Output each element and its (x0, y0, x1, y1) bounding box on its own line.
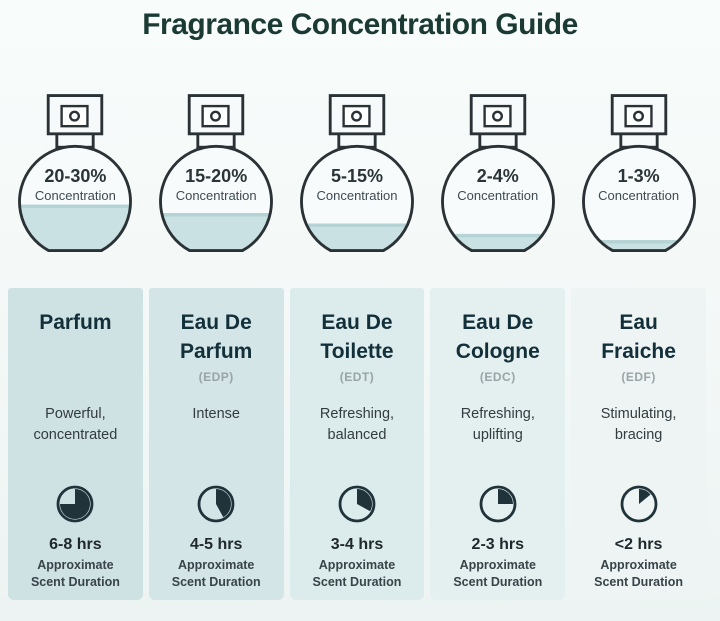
duration-hours: <2 hrs (614, 536, 663, 553)
liquid-fill (160, 213, 272, 251)
duration-hours: 4-5 hrs (189, 536, 243, 553)
header: Fragrance Concentration Guide (0, 0, 720, 50)
nozzle-icon (351, 110, 363, 122)
bottle-graphic (581, 94, 696, 252)
fragrance-abbr: (EDC) (479, 370, 516, 384)
duration-hours: 2-3 hrs (471, 536, 525, 553)
nozzle-housing (201, 104, 230, 128)
nozzle-housing (342, 104, 371, 128)
duration-clock-icon (620, 485, 657, 523)
nozzle-icon (632, 110, 644, 122)
fragrance-description: Powerful, concentrated (33, 406, 118, 443)
duration-label: Approximate Scent Duration (171, 558, 261, 589)
bottle-graphic (159, 94, 274, 252)
duration-clock-icon (197, 485, 235, 523)
duration-label: Approximate Scent Duration (594, 558, 684, 589)
bottle-outline (300, 144, 414, 252)
liquid-surface (160, 213, 272, 217)
panel-parfum: Parfum Powerful, concentrated 6-8 hrs Ap… (8, 288, 143, 600)
fragrance-name: Eau De Parfum (180, 311, 253, 363)
liquid-fill (301, 223, 413, 251)
bottle-body (583, 146, 695, 251)
fragrance-abbr: (EDP) (198, 370, 234, 384)
duration-clock-icon (56, 485, 94, 523)
nozzle-icon (210, 110, 222, 122)
liquid-surface (19, 204, 131, 208)
duration-clock-icon (338, 485, 376, 523)
nozzle-icon (69, 110, 81, 122)
duration-label: Approximate Scent Duration (312, 558, 402, 589)
liquid-surface (301, 223, 413, 227)
bottle-outline (159, 144, 274, 252)
fragrance-description: Refreshing, uplifting (460, 406, 535, 443)
perfume-bottle-1: 20-30% Concentration (8, 86, 142, 263)
bottle-graphic (18, 94, 133, 252)
fragrance-abbr: (EDT) (339, 370, 375, 384)
fragrance-name: Eau De Toilette (320, 311, 394, 363)
bottle-body (442, 146, 554, 251)
nozzle-housing (624, 104, 653, 128)
spray-cap-icon (187, 94, 245, 136)
duration-hours: 3-4 hrs (330, 536, 384, 553)
liquid-fill (19, 204, 131, 251)
fragrance-abbr: (EDF) (621, 370, 656, 384)
fragrance-name: Parfum (39, 311, 112, 334)
nozzle-housing (60, 104, 90, 128)
bottles-row: 20-30% Concentration 15-20% Concentratio… (0, 86, 720, 263)
panel-eau-de-cologne: Eau De Cologne (EDC) Refreshing, uplifti… (430, 288, 566, 600)
liquid-surface (583, 240, 695, 244)
nozzle-icon (491, 110, 503, 122)
liquid-fill (583, 240, 695, 251)
panel-eau-fraiche: Eau Fraiche (EDF) Stimulating, bracing <… (571, 288, 706, 600)
liquid-surface (442, 233, 554, 238)
info-panels-row: Parfum Powerful, concentrated 6-8 hrs Ap… (0, 288, 720, 600)
duration-label: Approximate Scent Duration (453, 558, 543, 589)
fragrance-description: Stimulating, bracing (600, 406, 677, 443)
perfume-bottle-2: 15-20% Concentration (149, 86, 283, 263)
duration-clock-icon (479, 485, 517, 523)
bottle-outline (581, 144, 696, 252)
page-title: Fragrance Concentration Guide (142, 8, 578, 41)
liquid-fill (442, 233, 554, 251)
bottle-graphic (440, 94, 555, 252)
panel-eau-de-parfum: Eau De Parfum (EDP) Intense 4-5 hrs Appr… (148, 288, 284, 600)
panel-eau-de-toilette: Eau De Toilette (EDT) Refreshing, balanc… (289, 288, 425, 600)
fragrance-description: Intense (192, 406, 240, 422)
fragrance-abbr (8, 370, 143, 396)
fragrance-description: Refreshing, balanced (319, 406, 395, 443)
bottle-graphic (300, 94, 414, 252)
perfume-bottle-4: 2-4% Concentration (431, 86, 565, 263)
perfume-bottle-3: 5-15% Concentration (290, 86, 424, 263)
fragrance-name: Eau Fraiche (601, 311, 676, 363)
bottle-outline (18, 144, 133, 252)
perfume-bottle-5: 1-3% Concentration (572, 86, 706, 263)
duration-hours: 6-8 hrs (49, 536, 102, 553)
duration-label: Approximate Scent Duration (30, 558, 120, 589)
bottle-outline (440, 144, 555, 252)
fragrance-name: Eau De Cologne (455, 311, 540, 363)
nozzle-housing (483, 104, 512, 128)
